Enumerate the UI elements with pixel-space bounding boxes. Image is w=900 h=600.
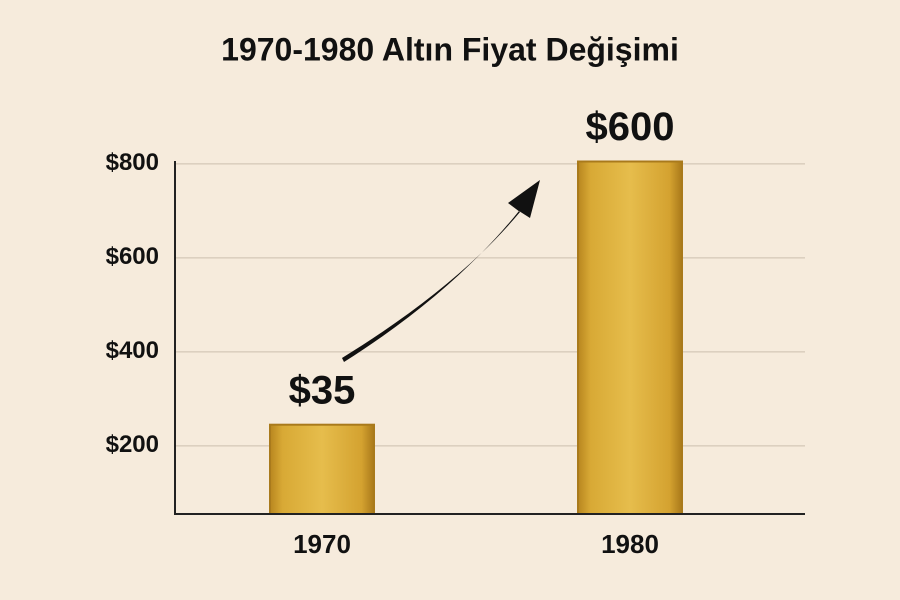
annotation: $600 [586, 105, 675, 149]
grid [175, 163, 805, 447]
chart-title: 1970-1980 Altın Fiyat Değişimi [221, 31, 679, 67]
y-tick-label: $400 [106, 337, 159, 364]
bar [269, 423, 375, 516]
trend-arrow [342, 180, 540, 362]
bar [577, 160, 683, 515]
x-tick-label: 1970 [293, 529, 351, 559]
x-tick-label: 1980 [601, 529, 659, 559]
y-tick-label: $600 [106, 243, 159, 270]
annotation: $35 [289, 368, 356, 412]
y-tick-label: $800 [106, 149, 159, 176]
y-tick-label: $200 [106, 431, 159, 458]
